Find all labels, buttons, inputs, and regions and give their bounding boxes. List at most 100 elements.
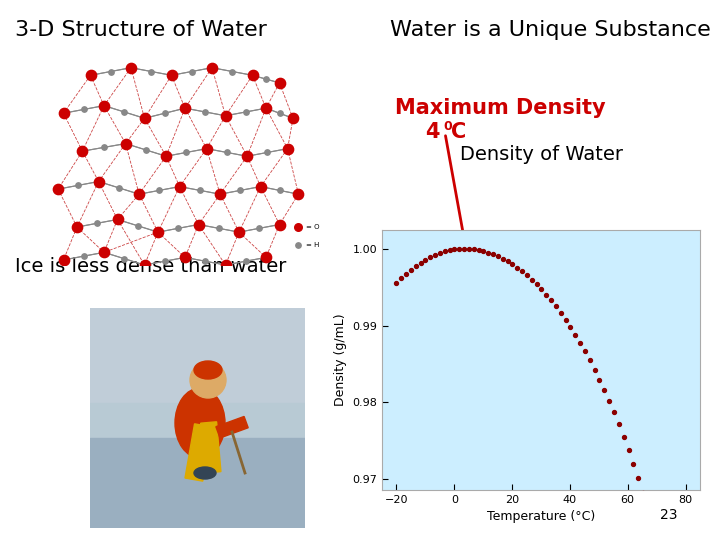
Point <box>174 183 185 191</box>
Point <box>260 104 271 112</box>
Point <box>260 253 271 262</box>
Point <box>112 215 123 224</box>
Text: 0: 0 <box>443 120 451 133</box>
Point <box>233 228 245 237</box>
Point <box>647 521 658 530</box>
Point <box>173 224 184 233</box>
Point <box>206 63 217 72</box>
Point <box>545 296 557 305</box>
Point <box>166 71 177 79</box>
Point <box>287 114 299 123</box>
Point <box>85 71 96 79</box>
Point <box>71 222 83 231</box>
Point <box>511 264 523 272</box>
Point <box>507 260 518 269</box>
Point <box>425 253 436 261</box>
Ellipse shape <box>194 361 222 379</box>
Point <box>623 446 634 455</box>
Point <box>579 347 590 356</box>
Point <box>444 246 455 254</box>
Point <box>235 186 246 195</box>
Y-axis label: Density (g/mL): Density (g/mL) <box>333 314 347 406</box>
Point <box>642 505 654 514</box>
Point <box>186 67 197 76</box>
Point <box>125 63 137 72</box>
Point <box>598 386 610 394</box>
Point <box>468 245 480 254</box>
Point <box>459 244 470 253</box>
Point <box>240 107 251 116</box>
Point <box>179 253 191 262</box>
Point <box>497 254 508 263</box>
Text: C: C <box>451 122 467 142</box>
Point <box>159 257 171 266</box>
Point <box>113 184 125 192</box>
Point <box>145 67 157 76</box>
Point <box>140 146 152 154</box>
Point <box>255 183 266 191</box>
Text: Maximum Density: Maximum Density <box>395 98 606 118</box>
Point <box>526 275 538 284</box>
Point <box>531 280 542 289</box>
Bar <box>216 416 248 438</box>
Point <box>555 308 567 317</box>
Point <box>541 291 552 299</box>
Point <box>76 147 88 156</box>
Point <box>652 538 663 540</box>
Bar <box>185 424 212 481</box>
Point <box>274 220 285 229</box>
Point <box>395 274 407 283</box>
Point <box>274 78 285 87</box>
Point <box>199 257 211 266</box>
Point <box>240 257 251 266</box>
Point <box>516 267 528 276</box>
Text: Density of Water: Density of Water <box>460 145 623 164</box>
Point <box>575 339 586 347</box>
Point <box>564 323 576 332</box>
Point <box>261 148 273 157</box>
Point <box>179 104 191 112</box>
Point <box>120 139 131 148</box>
Bar <box>90 403 305 443</box>
Point <box>194 186 206 195</box>
Point <box>282 144 293 153</box>
Point <box>589 366 600 374</box>
Point <box>247 71 258 79</box>
Point <box>201 144 212 153</box>
Point <box>152 228 163 237</box>
Point <box>105 67 117 76</box>
Point <box>93 177 104 186</box>
Point <box>161 152 172 160</box>
Point <box>159 109 171 118</box>
Point <box>502 257 513 266</box>
Point <box>415 258 426 267</box>
Point <box>241 152 253 160</box>
Point <box>420 255 431 264</box>
Ellipse shape <box>194 467 216 479</box>
Point <box>550 302 562 311</box>
Point <box>139 114 150 123</box>
Point <box>391 279 402 288</box>
Point <box>521 271 533 280</box>
Text: = H: = H <box>307 242 320 248</box>
Point <box>274 109 285 118</box>
Point <box>463 245 474 253</box>
Point <box>119 107 130 116</box>
Text: = O: = O <box>307 224 320 230</box>
Point <box>253 224 265 233</box>
Point <box>78 105 89 114</box>
Point <box>73 181 84 190</box>
Point <box>199 107 211 116</box>
Point <box>193 220 204 229</box>
Point <box>618 433 629 441</box>
Text: 3-D Structure of Water: 3-D Structure of Water <box>15 20 267 40</box>
Circle shape <box>190 362 226 398</box>
Point <box>220 111 231 120</box>
Point <box>405 265 417 274</box>
Bar <box>90 308 305 408</box>
Point <box>487 250 499 259</box>
Ellipse shape <box>175 388 225 458</box>
Point <box>78 252 89 260</box>
Point <box>227 67 238 76</box>
Point <box>613 420 624 429</box>
